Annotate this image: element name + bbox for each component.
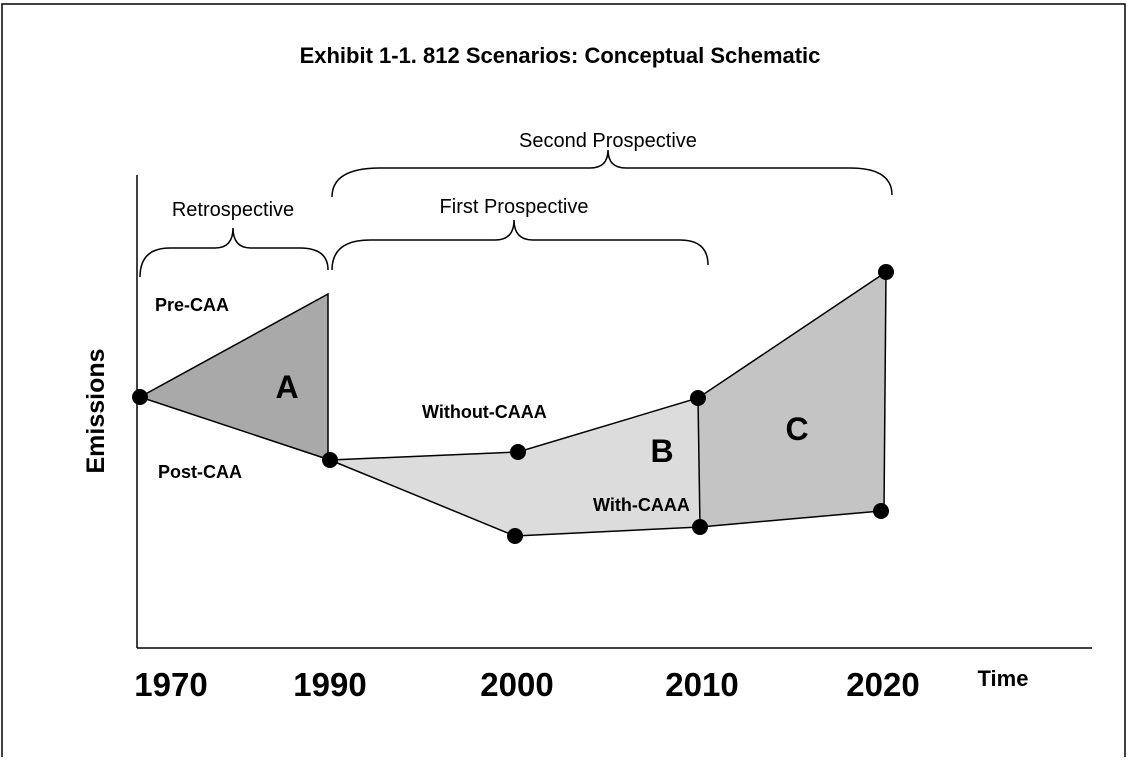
- series-label: Post-CAA: [158, 462, 242, 482]
- divider: [697, 397, 701, 528]
- point: [322, 452, 338, 468]
- point: [507, 528, 523, 544]
- point: [878, 264, 894, 280]
- region-label: B: [650, 433, 673, 469]
- with-caaa-line: [329, 459, 882, 537]
- series-label: Pre-CAA: [155, 295, 229, 315]
- bracket: [331, 149, 893, 198]
- bracket-label: First Prospective: [440, 196, 589, 218]
- x-label: 2010: [665, 666, 738, 703]
- bracket-label: Retrospective: [172, 199, 294, 221]
- bracket: [331, 219, 709, 271]
- region-b-area: [330, 398, 700, 536]
- bracket-label: Second Prospective: [519, 130, 697, 152]
- without-caaa-line: [329, 271, 887, 461]
- x-label: 1990: [293, 666, 366, 703]
- lines: [139, 149, 893, 537]
- region-a-area: [140, 294, 328, 460]
- x-axis-label: Time: [978, 666, 1029, 691]
- x-label: 2000: [480, 666, 553, 703]
- y-axis-label: Emissions: [82, 348, 110, 473]
- region-label: A: [275, 369, 298, 405]
- bracket: [139, 227, 329, 278]
- series-label: Without-CAAA: [422, 402, 547, 422]
- divider: [883, 271, 887, 512]
- x-label: 1970: [134, 666, 207, 703]
- frame: [1, 3, 1126, 757]
- region-label: C: [785, 411, 808, 447]
- point: [873, 503, 889, 519]
- x-label: 2020: [846, 666, 919, 703]
- title: Exhibit 1-1. 812 Scenarios: Conceptual S…: [300, 43, 821, 68]
- point: [690, 390, 706, 406]
- point: [692, 519, 708, 535]
- points: [132, 264, 894, 544]
- point: [132, 389, 148, 405]
- pre-caa-line: [139, 292, 329, 460]
- point: [510, 444, 526, 460]
- series-label: With-CAAA: [593, 495, 690, 515]
- region-c-area: [698, 272, 886, 527]
- post-caa-line: [139, 396, 331, 461]
